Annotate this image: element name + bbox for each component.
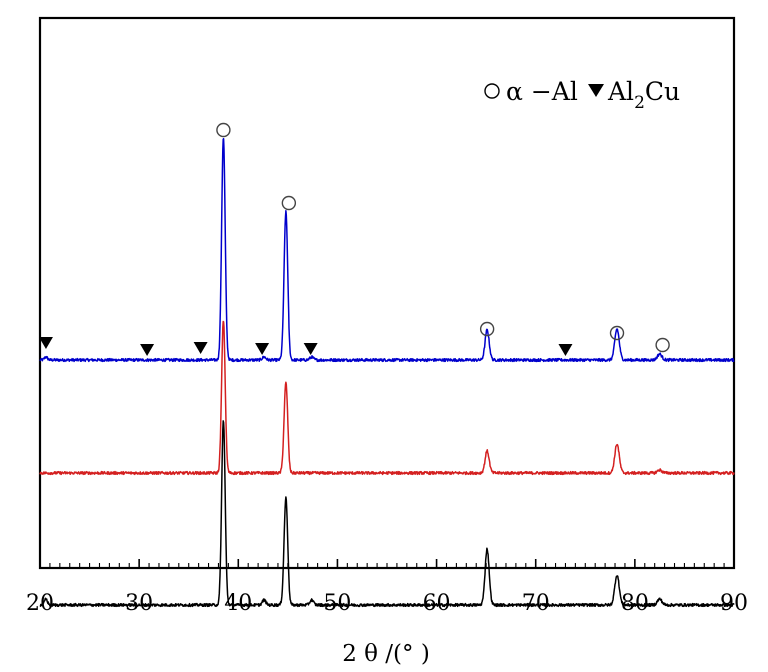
legend-al2cu-triangle-icon xyxy=(588,84,604,97)
al2cu-marker-triangle-icon xyxy=(255,343,270,355)
x-axis-title: 2 θ /(° ) xyxy=(342,641,430,667)
x-tick-label: 80 xyxy=(621,591,649,616)
legend-label-al2cu: Al2Cu xyxy=(607,77,680,113)
alpha-al-marker-circle-icon xyxy=(609,325,625,341)
x-tick-label: 90 xyxy=(720,591,748,616)
x-tick-label: 50 xyxy=(323,591,351,616)
xrd-pattern-series-1 xyxy=(39,137,735,363)
alpha-al-marker-circle-icon xyxy=(479,321,495,337)
legend-label-al2cu-sub: 2 xyxy=(634,93,645,113)
al2cu-marker-triangle-icon xyxy=(303,343,318,355)
x-axis-tick-labels: 20 30 40 50 60 70 80 90 xyxy=(26,591,748,616)
x-tick-label: 30 xyxy=(125,591,153,616)
x-tick-label: 40 xyxy=(224,591,252,616)
al2cu-marker-triangle-icon xyxy=(140,344,155,356)
al2cu-marker-triangle-icon xyxy=(558,344,573,356)
alpha-al-marker-circle-icon xyxy=(216,122,231,138)
phase-markers xyxy=(38,122,670,356)
alpha-al-marker-circle-icon xyxy=(655,337,670,353)
legend-alpha-al-circle-icon xyxy=(484,83,500,99)
al2cu-marker-triangle-icon xyxy=(193,342,208,354)
x-tick-label: 60 xyxy=(423,591,451,616)
xrd-pattern-series-3 xyxy=(39,420,735,608)
legend-label-alpha-al: α −Al xyxy=(506,77,578,106)
al2cu-marker-triangle-icon xyxy=(38,337,53,349)
alpha-al-marker-circle-icon xyxy=(281,195,297,211)
x-tick-label: 20 xyxy=(26,591,54,616)
xrd-patterns xyxy=(39,137,735,608)
x-tick-label: 70 xyxy=(522,591,550,616)
legend: α −Al Al2Cu xyxy=(484,77,680,113)
legend-label-al2cu-tail: Cu xyxy=(645,77,680,106)
x-axis-ticks xyxy=(39,559,735,568)
xrd-pattern-series-2 xyxy=(39,320,735,476)
legend-label-al2cu-main: Al xyxy=(607,77,634,106)
